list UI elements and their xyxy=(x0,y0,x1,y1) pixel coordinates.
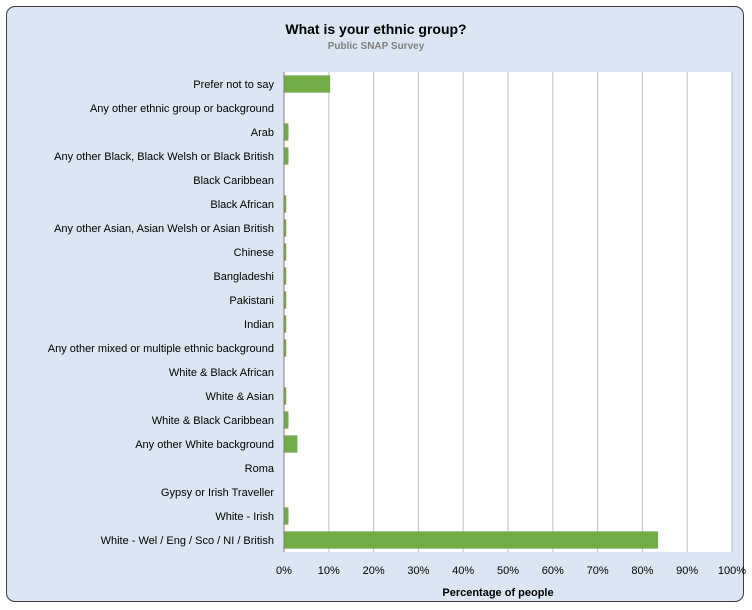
bar xyxy=(284,435,298,453)
x-tick-label: 90% xyxy=(676,565,698,577)
y-tick-label: Bangladeshi xyxy=(213,271,274,283)
x-tick-label: 40% xyxy=(452,565,474,577)
y-tick-label: White & Black Caribbean xyxy=(152,415,274,427)
y-tick-label: Black Caribbean xyxy=(193,175,274,187)
bar xyxy=(284,123,289,141)
x-tick-label: 100% xyxy=(718,565,746,577)
y-tick-label: White & Asian xyxy=(206,391,274,403)
bar xyxy=(284,243,287,261)
bar xyxy=(284,507,289,525)
y-tick-label: Any other mixed or multiple ethnic backg… xyxy=(48,343,274,355)
x-tick-label: 30% xyxy=(407,565,429,577)
y-tick-label: Roma xyxy=(245,463,275,475)
bar xyxy=(284,339,287,357)
y-tick-label: Chinese xyxy=(234,247,274,259)
y-tick-label: Any other ethnic group or background xyxy=(90,103,274,115)
y-tick-label: Black African xyxy=(210,199,274,211)
x-tick-label: 60% xyxy=(542,565,564,577)
y-tick-label: Any other Asian, Asian Welsh or Asian Br… xyxy=(54,223,274,235)
bar xyxy=(284,531,659,549)
y-tick-label: Any other Black, Black Welsh or Black Br… xyxy=(54,151,274,163)
y-tick-label: White & Black African xyxy=(169,367,274,379)
y-tick-label: Any other White background xyxy=(135,439,274,451)
bar xyxy=(284,195,287,213)
bar xyxy=(284,75,331,93)
y-tick-label: Gypsy or Irish Traveller xyxy=(161,487,274,499)
y-tick-label: Prefer not to say xyxy=(193,79,274,91)
bar xyxy=(284,411,289,429)
x-axis-label: Percentage of people xyxy=(442,587,553,599)
x-tick-label: 20% xyxy=(363,565,385,577)
x-tick-label: 50% xyxy=(497,565,519,577)
bar xyxy=(284,147,289,165)
bar xyxy=(284,387,287,405)
y-tick-label: Indian xyxy=(244,319,274,331)
x-tick-label: 10% xyxy=(318,565,340,577)
x-tick-label: 70% xyxy=(587,565,609,577)
y-tick-label: Arab xyxy=(251,127,274,139)
x-tick-label: 0% xyxy=(276,565,292,577)
bar xyxy=(284,219,287,237)
chart-title: What is your ethnic group? xyxy=(285,21,467,37)
x-tick-label: 80% xyxy=(631,565,653,577)
y-tick-label: White - Wel / Eng / Sco / NI / British xyxy=(101,535,274,547)
y-tick-label: White - Irish xyxy=(215,511,274,523)
bar xyxy=(284,267,287,285)
bar xyxy=(284,315,287,333)
chart-subtitle: Public SNAP Survey xyxy=(327,41,425,52)
bar xyxy=(284,291,287,309)
y-tick-label: Pakistani xyxy=(229,295,274,307)
